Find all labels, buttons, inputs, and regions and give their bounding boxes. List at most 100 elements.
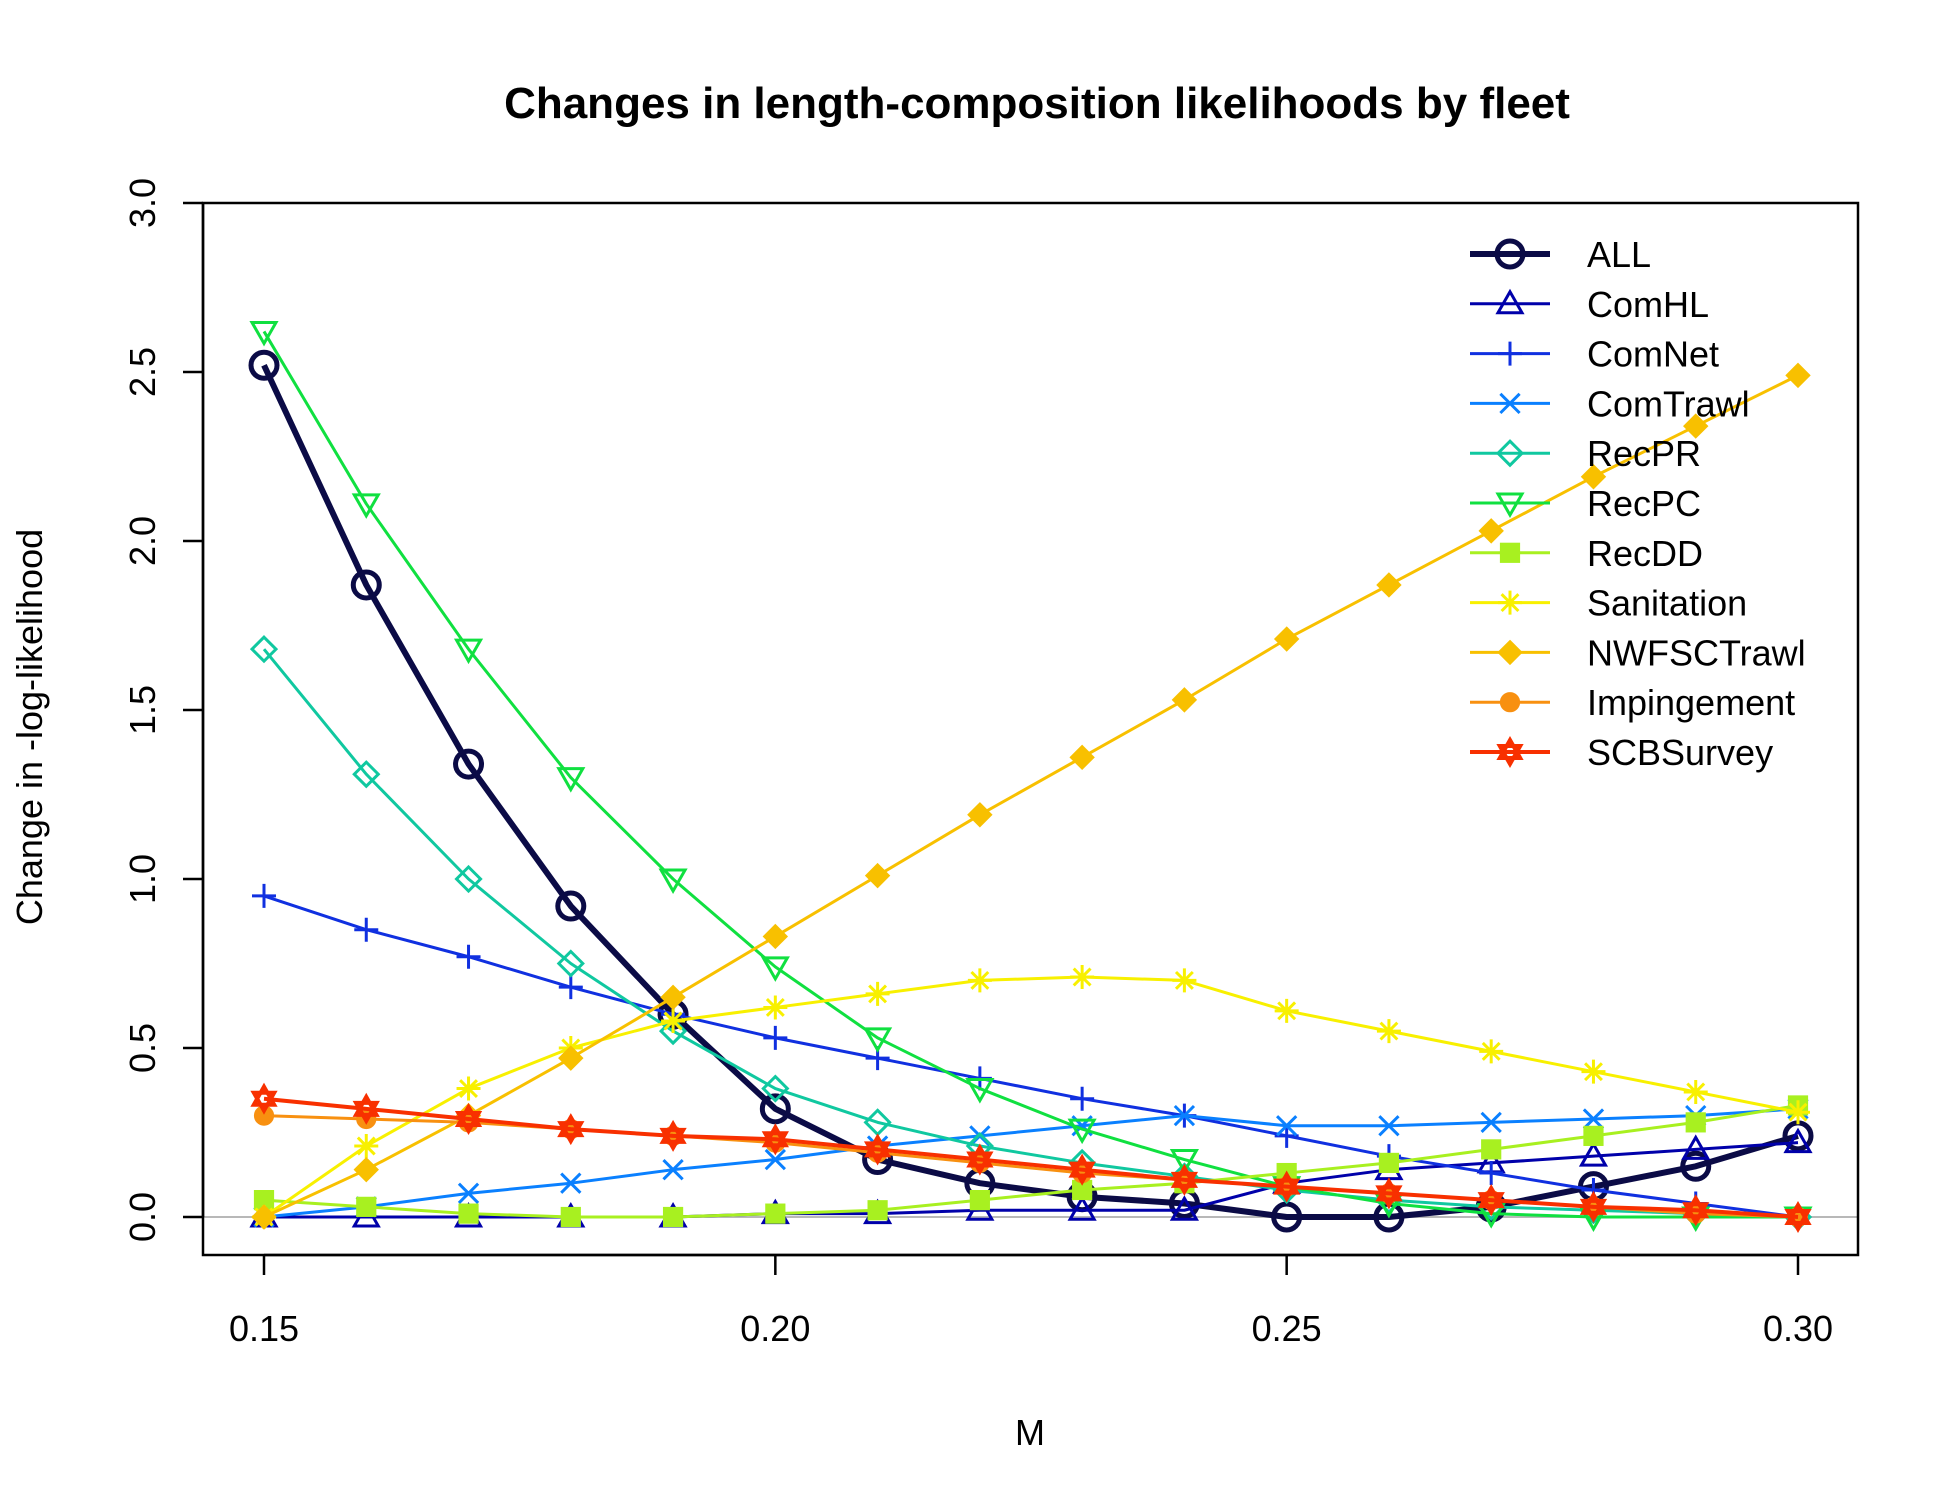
point-recpc-3 [556,767,586,793]
legend-marker-nwfsctrawl [1497,639,1523,666]
legend-marker-comtrawl [1499,392,1521,415]
point-recpr-2 [454,864,483,894]
point-comtrawl-10 [1276,1115,1298,1137]
point-comnet-8 [1070,1086,1095,1111]
point-comnet-5 [763,1025,788,1050]
point-nwfsctrawl-3 [558,1045,584,1071]
y-tick-label-4: 2.0 [122,516,163,566]
point-nwfsctrawl-4 [660,984,686,1011]
x-tick-label-1: 0.20 [740,1308,810,1349]
point-nwfsctrawl-10 [1273,626,1300,652]
point-recpc-0 [249,320,279,347]
series-scbsurvey [250,1082,1812,1234]
point-scbsurvey-5 [761,1123,789,1148]
point-sanitation-7 [967,968,992,993]
legend-marker-scbsurvey [1496,735,1524,760]
y-tick-label-3: 1.5 [122,685,163,735]
y-tick-label-5: 2.5 [122,347,163,397]
point-comhl-8 [1067,1195,1097,1221]
chart-title: Changes in length-composition likelihood… [504,79,1570,128]
point-sanitation-1 [354,1134,379,1159]
legend-marker-all [1494,238,1526,270]
point-scbsurvey-14-b [1682,1202,1710,1227]
legend-label-impingement: Impingement [1587,682,1795,723]
point-scbsurvey-6 [863,1133,892,1158]
legend-item-impingement: Impingement [1470,682,1795,723]
legend-label-sanitation: Sanitation [1587,583,1747,624]
point-scbsurvey-12-b [1477,1192,1505,1217]
point-nwfsctrawl-14 [1683,413,1709,439]
point-sanitation-11 [1376,1019,1401,1044]
series-comhl [249,1127,1813,1228]
point-recdd-12 [1481,1139,1502,1160]
series-comnet [252,883,1810,1229]
point-sanitation-9 [1172,968,1197,993]
point-recdd-11 [1378,1152,1400,1174]
point-scbsurvey-8 [1068,1153,1096,1178]
legend-label-nwfsctrawl: NWFSCTrawl [1587,632,1806,673]
point-scbsurvey-11 [1375,1177,1403,1202]
point-comtrawl-9 [1173,1104,1196,1127]
point-scbsurvey-7 [966,1143,994,1168]
legend-item-scbsurvey: SCBSurvey [1470,732,1773,773]
point-sanitation-10 [1274,998,1299,1023]
x-tick-label-2: 0.25 [1252,1308,1322,1349]
point-recdd-13 [1583,1125,1604,1146]
point-scbsurvey-10 [1273,1170,1301,1195]
legend-item-recpr: RecPR [1470,433,1701,474]
point-sanitation-5 [763,995,788,1020]
series-line-scbsurvey [263,1096,1799,1219]
point-all-14 [1680,1150,1712,1182]
legend-marker-comnet [1498,341,1522,366]
legend: ALL ComHL ComNet ComTrawl RecPR RecPC RecDD San… [1470,234,1806,773]
point-scbsurvey-15 [1784,1200,1812,1225]
point-sanitation-6 [865,981,890,1006]
legend-label-recpc: RecPC [1587,483,1701,524]
point-sanitation-12 [1479,1039,1504,1064]
point-sanitation-8 [1070,965,1095,990]
series-line-sanitation [263,975,1799,1219]
point-scbsurvey-13-b [1579,1198,1608,1223]
legend-label-comhl: ComHL [1587,284,1709,325]
point-recpc-8 [1067,1118,1097,1145]
point-scbsurvey-3 [557,1113,585,1138]
y-tick-label-2: 1.0 [122,854,163,904]
point-nwfsctrawl-11 [1376,572,1402,598]
point-scbsurvey-1-b [352,1100,380,1125]
point-nwfsctrawl-6 [864,862,891,889]
series-recpc [249,320,1813,1233]
point-comnet-10 [1274,1123,1299,1148]
point-scbsurvey-0-b [250,1090,278,1115]
point-scbsurvey-0 [250,1082,278,1107]
legend-marker-recpc [1495,492,1525,519]
point-scbsurvey-7-b [966,1151,994,1176]
series-nwfsctrawl [251,362,1811,1230]
legend-marker-recdd [1499,542,1521,563]
series-line-recdd [263,1103,1799,1219]
legend-item-recpc: RecPC [1470,483,1701,524]
legend-marker-recpr [1495,439,1525,468]
point-nwfsctrawl-12 [1478,518,1504,544]
point-comhl-9 [1169,1195,1199,1221]
point-all-5 [759,1093,791,1125]
point-scbsurvey-12 [1477,1184,1505,1209]
series-line-comtrawl [263,1107,1799,1219]
point-nwfsctrawl-8 [1069,744,1095,771]
point-comhl-13 [1578,1141,1609,1167]
point-nwfsctrawl-5 [762,923,789,950]
point-nwfsctrawl-1 [353,1156,379,1183]
point-comtrawl-13 [1582,1108,1605,1130]
point-scbsurvey-14 [1682,1194,1710,1219]
legend-marker-impingement [1499,692,1521,713]
point-scbsurvey-1 [352,1092,380,1117]
legend-marker-scbsurvey-b [1496,744,1524,769]
legend-item-comnet: ComNet [1470,334,1719,375]
legend-item-nwfsctrawl: NWFSCTrawl [1470,632,1806,673]
point-scbsurvey-8-b [1068,1161,1096,1186]
point-recdd-14 [1685,1112,1706,1133]
point-recpc-1 [351,493,381,519]
x-tick-label-0: 0.15 [229,1308,299,1349]
point-comtrawl-2 [457,1182,480,1205]
y-tick-label-6: 3.0 [122,178,163,228]
